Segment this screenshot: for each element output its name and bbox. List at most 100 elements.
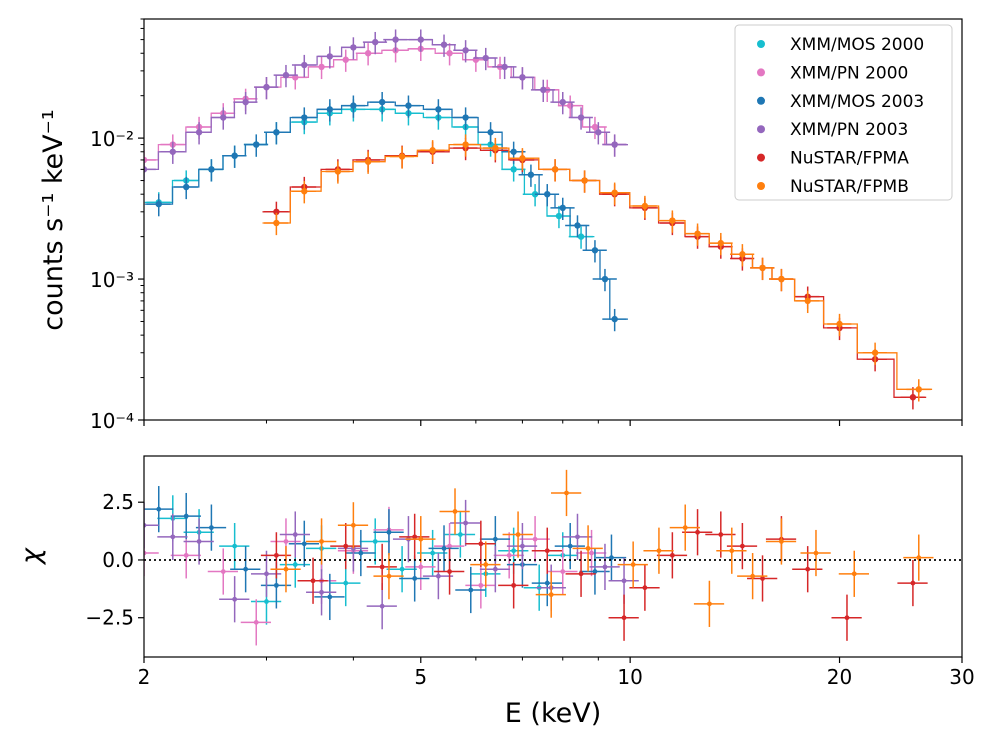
marker	[379, 603, 385, 609]
data-point-xmm-pn-2003	[602, 134, 627, 157]
marker	[399, 566, 405, 572]
marker	[301, 61, 308, 69]
marker	[577, 114, 585, 121]
data-point-nustar-fpmb	[685, 223, 710, 246]
residual-point-xmm-pn-2003	[306, 569, 337, 616]
residual-point-nustar-fpmb	[643, 527, 674, 574]
marker	[717, 239, 725, 247]
legend-marker	[757, 68, 765, 77]
marker	[169, 148, 176, 155]
marker	[916, 555, 922, 561]
marker	[510, 148, 517, 155]
marker	[621, 615, 627, 621]
legend-label: NuSTAR/FPMB	[790, 177, 909, 197]
marker	[492, 536, 498, 542]
data-point-xmm-mos-2003	[264, 122, 289, 145]
legend: XMM/MOS 2000 XMM/PN 2000 XMM/MOS 2003 XMM/P…	[734, 24, 953, 201]
residual-point-nustar-fpma	[792, 546, 823, 593]
series-xmm-mos-2003	[144, 92, 628, 332]
marker	[669, 552, 675, 558]
marker	[220, 569, 226, 574]
marker	[457, 532, 463, 537]
data-point-xmm-mos-2003	[222, 145, 247, 168]
data-point-nustar-fpmb	[660, 210, 685, 233]
marker	[446, 50, 453, 57]
marker	[915, 386, 922, 393]
data-point-xmm-pn-2003	[383, 29, 408, 52]
residual-point-xmm-pn-2000	[240, 599, 271, 646]
data-point-nustar-fpmb	[264, 212, 289, 236]
residual-point-nustar-fpma	[297, 557, 328, 604]
marker	[468, 587, 474, 593]
residual-point-xmm-pn-2003	[589, 543, 620, 590]
data-point-xmm-mos-2003	[550, 197, 575, 221]
legend-marker	[757, 153, 765, 162]
marker	[264, 571, 269, 577]
marker	[292, 562, 298, 567]
marker	[577, 233, 585, 240]
marker	[630, 562, 636, 567]
residual-point-nustar-fpma	[705, 511, 736, 558]
residual-point-xmm-pn-2000	[207, 548, 238, 595]
marker	[183, 183, 190, 191]
marker	[386, 573, 392, 579]
marker	[871, 349, 879, 356]
marker	[478, 582, 484, 588]
marker	[559, 204, 566, 212]
marker	[544, 190, 551, 198]
marker	[441, 546, 447, 551]
marker	[273, 552, 279, 558]
legend-item-nustar-fpmb: NuSTAR/FPMB	[757, 177, 909, 197]
y-tick-label: 2.5	[102, 490, 134, 514]
marker	[273, 129, 280, 136]
marker	[482, 54, 489, 62]
residual-point-xmm-mos-2003	[595, 534, 627, 581]
data-point-xmm-pn-2000	[437, 43, 462, 66]
marker	[540, 86, 547, 94]
y-tick-label: 10⁻²	[90, 127, 134, 151]
marker	[435, 106, 442, 113]
marker	[813, 550, 819, 556]
marker	[372, 539, 378, 544]
spectrum-y-axis: 10⁻⁴ 10⁻³ 10⁻²	[90, 18, 144, 433]
residual-point-nustar-fpmb	[617, 541, 648, 588]
marker	[739, 251, 746, 258]
residual-point-xmm-pn-2003	[219, 576, 250, 623]
marker	[739, 543, 745, 549]
marker	[378, 98, 386, 106]
residuals-y-axis-label: χ	[16, 547, 47, 566]
data-point-nustar-fpmb	[750, 257, 775, 281]
marker	[292, 532, 298, 537]
model-line-xmm-pn-2000	[144, 48, 628, 161]
marker	[417, 36, 424, 43]
data-point-xmm-pn-2003	[492, 56, 517, 80]
marker	[196, 539, 202, 544]
residual-point-nustar-fpma	[747, 555, 778, 602]
marker	[232, 543, 238, 549]
marker	[718, 532, 724, 537]
marker	[183, 552, 189, 558]
marker	[694, 230, 701, 237]
data-point-xmm-pn-2003	[210, 107, 236, 130]
data-point-nustar-fpmb	[906, 379, 931, 402]
residual-point-xmm-mos-2000	[219, 523, 250, 570]
marker	[910, 580, 916, 586]
legend-marker	[757, 182, 765, 190]
residual-point-nustar-fpmb	[535, 571, 566, 618]
data-point-xmm-pn-2003	[291, 54, 317, 78]
residual-point-nustar-fpma	[366, 543, 397, 590]
residual-point-xmm-pn-2003	[422, 553, 454, 600]
data-point-xmm-pn-2000	[534, 79, 560, 102]
marker	[195, 129, 203, 136]
marker	[343, 580, 349, 586]
marker	[440, 41, 448, 48]
residual-point-xmm-mos-2003	[144, 486, 174, 533]
marker	[544, 548, 550, 554]
marker	[418, 564, 424, 570]
marker	[273, 208, 280, 216]
marker	[511, 548, 517, 554]
legend-item-xmm-mos-2003: XMM/MOS 2003	[757, 92, 924, 112]
marker	[452, 509, 458, 514]
marker	[487, 141, 494, 148]
